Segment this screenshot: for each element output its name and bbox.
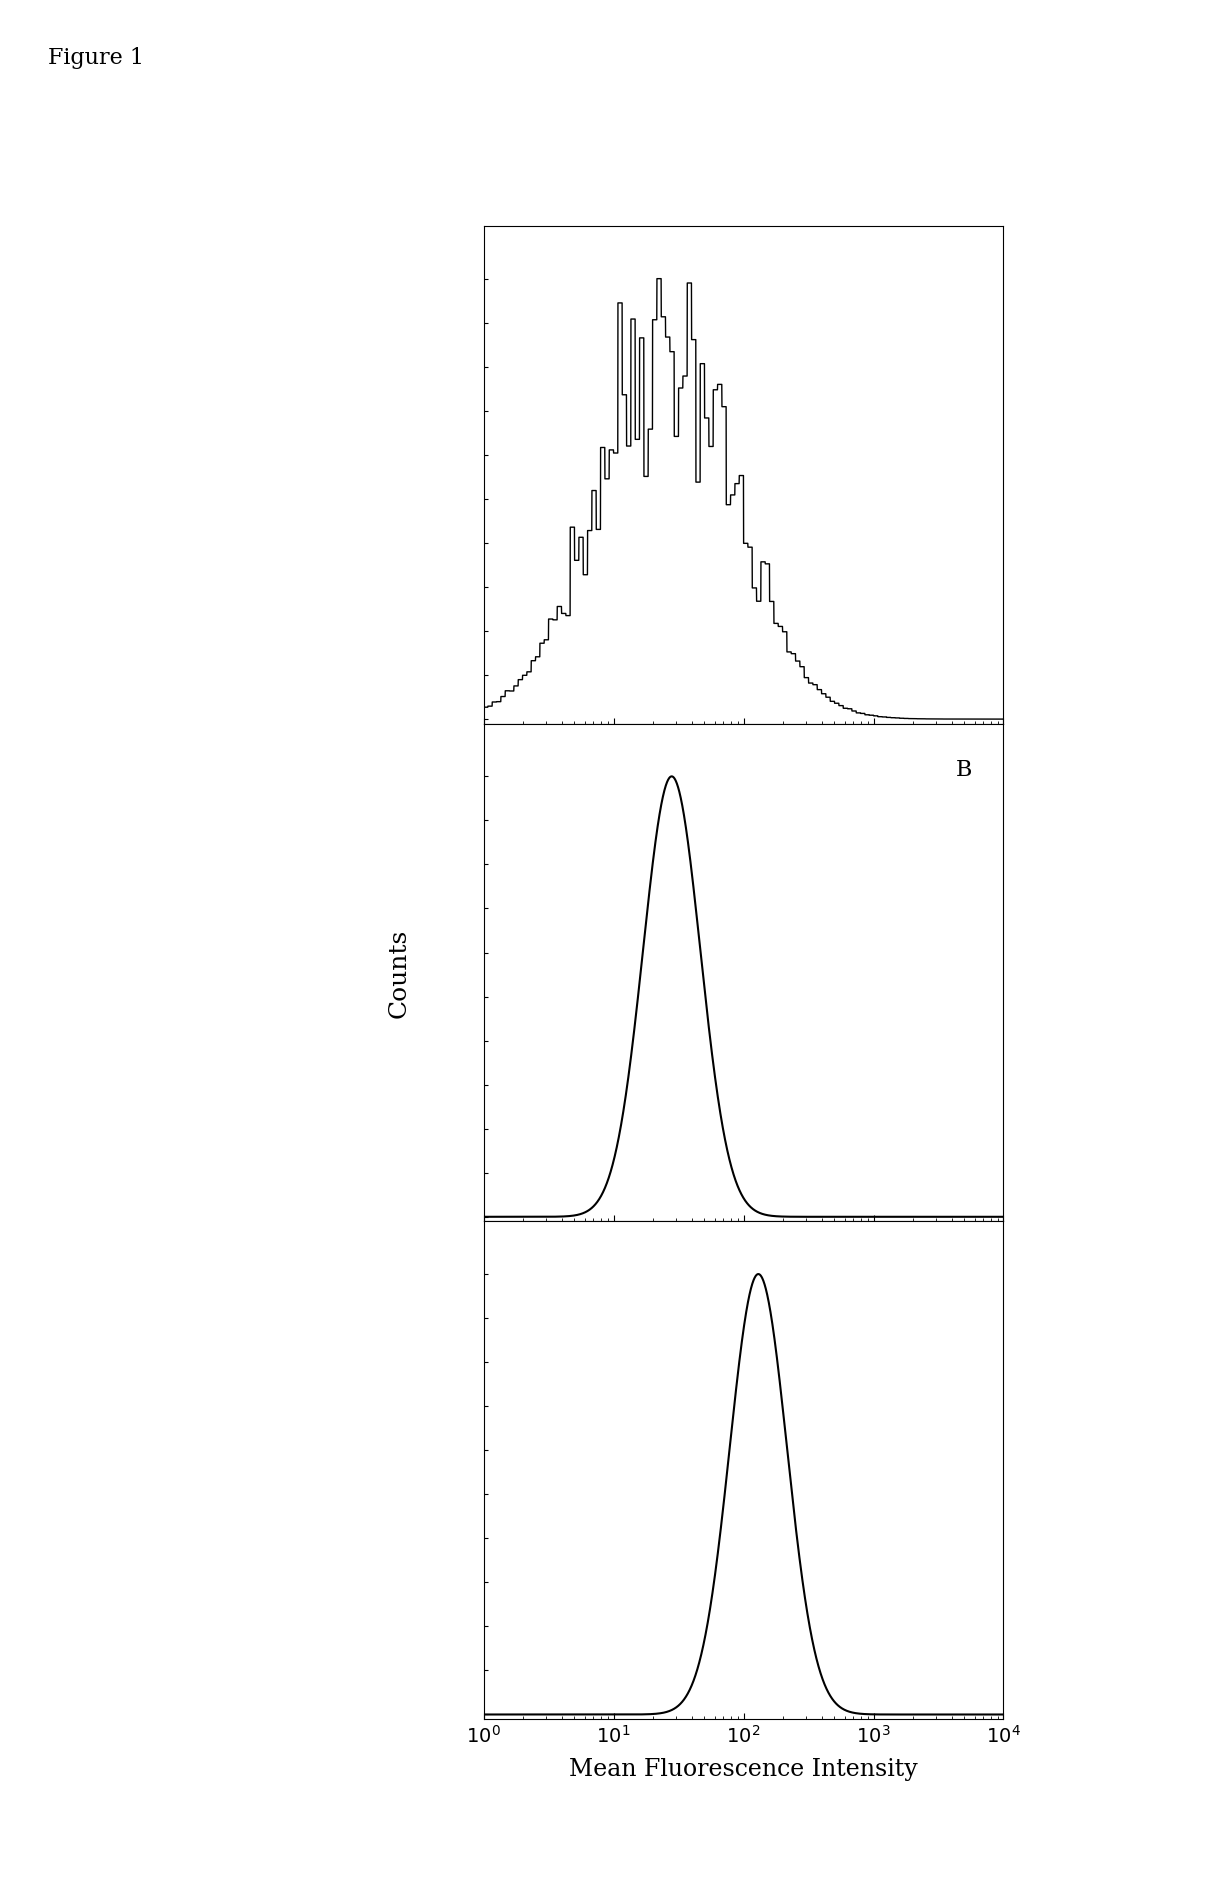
Text: B: B (956, 759, 972, 780)
Text: Figure 1: Figure 1 (48, 47, 144, 70)
X-axis label: Mean Fluorescence Intensity: Mean Fluorescence Intensity (569, 1757, 918, 1779)
Text: Counts: Counts (387, 927, 411, 1018)
